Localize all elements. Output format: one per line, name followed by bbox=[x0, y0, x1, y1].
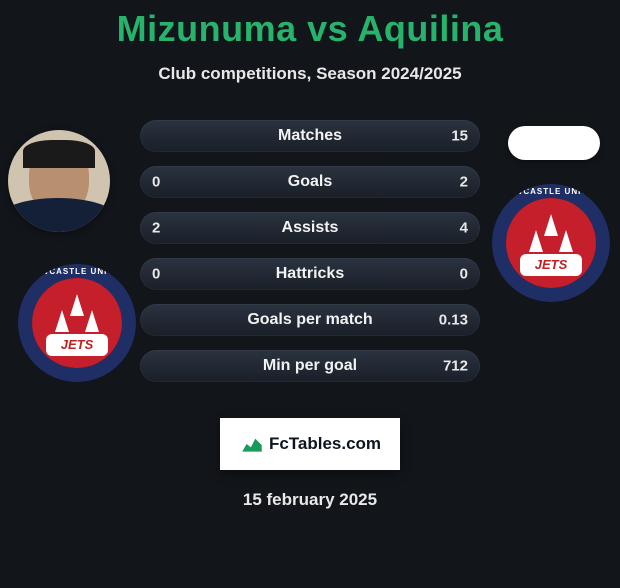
stat-label: Matches bbox=[278, 127, 342, 145]
stat-right-value: 0 bbox=[460, 266, 468, 283]
jet-icon bbox=[55, 310, 69, 332]
badge-ring-text: NEWCASTLE UNITED bbox=[18, 267, 136, 276]
badge-ring-text: NEWCASTLE UNITED bbox=[492, 187, 610, 196]
jet-icon bbox=[85, 310, 99, 332]
player2-name: Aquilina bbox=[357, 8, 503, 49]
badge-jets-text: JETS bbox=[520, 254, 582, 276]
player1-shoulders bbox=[8, 198, 110, 232]
stat-right-value: 0.13 bbox=[439, 312, 468, 329]
stat-right-value: 2 bbox=[460, 174, 468, 191]
stat-left-value: 0 bbox=[152, 266, 160, 283]
stat-right-value: 15 bbox=[451, 128, 468, 145]
player1-name: Mizunuma bbox=[117, 8, 297, 49]
vs-text: vs bbox=[307, 8, 348, 49]
date-line: 15 february 2025 bbox=[0, 490, 620, 510]
badge-planes bbox=[529, 214, 573, 254]
stat-left-value: 0 bbox=[152, 174, 160, 191]
stat-label: Hattricks bbox=[276, 265, 344, 283]
player2-club-badge: JETS NEWCASTLE UNITED bbox=[492, 184, 610, 302]
stat-label: Goals per match bbox=[247, 311, 372, 329]
stat-right-value: 4 bbox=[460, 220, 468, 237]
brand-box: FcTables.com bbox=[220, 418, 400, 470]
stats-area: JETS NEWCASTLE UNITED JETS NEWCASTLE UNI… bbox=[0, 120, 620, 408]
subtitle: Club competitions, Season 2024/2025 bbox=[0, 64, 620, 84]
stat-left-value: 2 bbox=[152, 220, 160, 237]
right-column: JETS NEWCASTLE UNITED bbox=[486, 120, 612, 408]
jet-icon bbox=[529, 230, 543, 252]
stat-row-goals-per-match: Goals per match 0.13 bbox=[140, 304, 480, 336]
stat-row-matches: Matches 15 bbox=[140, 120, 480, 152]
player2-photo-blank bbox=[508, 126, 600, 160]
stat-row-assists: 2 Assists 4 bbox=[140, 212, 480, 244]
comparison-title: Mizunuma vs Aquilina bbox=[0, 8, 620, 50]
stat-label: Goals bbox=[288, 173, 332, 191]
stat-row-min-per-goal: Min per goal 712 bbox=[140, 350, 480, 382]
jet-icon bbox=[559, 230, 573, 252]
badge-jets-text: JETS bbox=[46, 334, 108, 356]
badge-planes bbox=[55, 294, 99, 334]
stat-right-value: 712 bbox=[443, 358, 468, 375]
stat-bars: Matches 15 0 Goals 2 2 Assists 4 0 Hattr… bbox=[140, 120, 480, 396]
fctables-logo-icon bbox=[239, 431, 265, 457]
stat-label: Min per goal bbox=[263, 357, 357, 375]
player1-photo bbox=[8, 130, 110, 232]
left-column: JETS NEWCASTLE UNITED bbox=[8, 120, 128, 408]
stat-label: Assists bbox=[282, 219, 339, 237]
brand-text: FcTables.com bbox=[269, 434, 381, 454]
stat-row-hattricks: 0 Hattricks 0 bbox=[140, 258, 480, 290]
stat-row-goals: 0 Goals 2 bbox=[140, 166, 480, 198]
player1-club-badge: JETS NEWCASTLE UNITED bbox=[18, 264, 136, 382]
jet-icon bbox=[544, 214, 558, 236]
jet-icon bbox=[70, 294, 84, 316]
